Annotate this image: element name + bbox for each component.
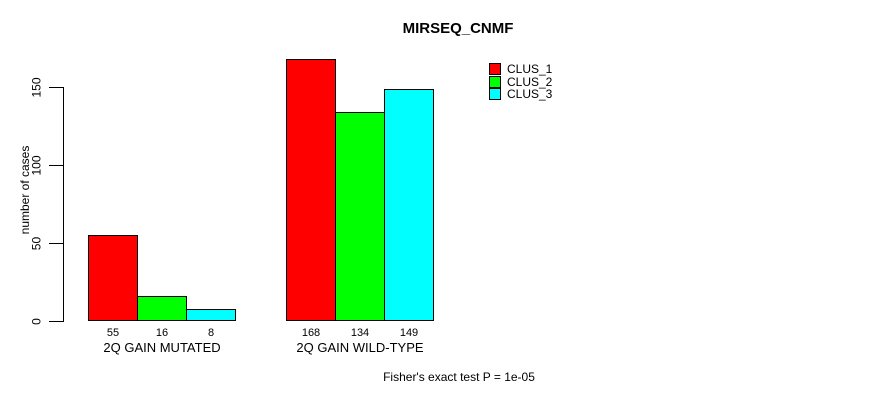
legend-item: CLUS_3 — [489, 88, 552, 100]
y-tick-mark — [49, 243, 63, 244]
legend-label: CLUS_1 — [507, 62, 553, 76]
bar-clus_3-group1 — [186, 309, 236, 321]
bar-clus_3-group2 — [384, 89, 434, 321]
y-tick-label: 150 — [29, 76, 44, 98]
annotation-text: Fisher's exact test P = 1e-05 — [383, 370, 535, 384]
bar-clus_2-group1 — [137, 296, 187, 321]
legend-item: CLUS_1 — [489, 63, 552, 75]
y-axis-line — [63, 87, 64, 322]
category-label: 2Q GAIN WILD-TYPE — [296, 340, 424, 355]
bar-clus_2-group2 — [335, 112, 385, 321]
chart-title: MIRSEQ_CNMF — [402, 20, 514, 37]
legend-swatch — [489, 63, 501, 75]
bar-value-label: 16 — [155, 327, 169, 339]
y-tick-mark — [49, 321, 63, 322]
bar-clus_1-group2 — [286, 59, 336, 321]
y-tick-label: 0 — [29, 317, 44, 325]
legend-label: CLUS_3 — [507, 87, 553, 101]
bar-value-label: 134 — [350, 327, 370, 339]
legend-item: CLUS_2 — [489, 74, 553, 89]
y-tick-label: 50 — [29, 236, 44, 250]
bar-value-label: 8 — [207, 327, 215, 339]
legend-swatch — [489, 75, 501, 88]
bar-clus_1-group1 — [88, 235, 138, 321]
bar-value-label: 149 — [399, 327, 419, 339]
bar-value-label: 55 — [106, 327, 120, 339]
legend-label: CLUS_2 — [507, 74, 553, 89]
legend-swatch — [489, 88, 501, 100]
category-label: 2Q GAIN MUTATED — [103, 340, 221, 355]
y-tick-label: 100 — [29, 154, 44, 176]
y-tick-mark — [49, 165, 63, 166]
y-tick-mark — [49, 87, 63, 88]
bar-value-label: 168 — [301, 327, 321, 339]
